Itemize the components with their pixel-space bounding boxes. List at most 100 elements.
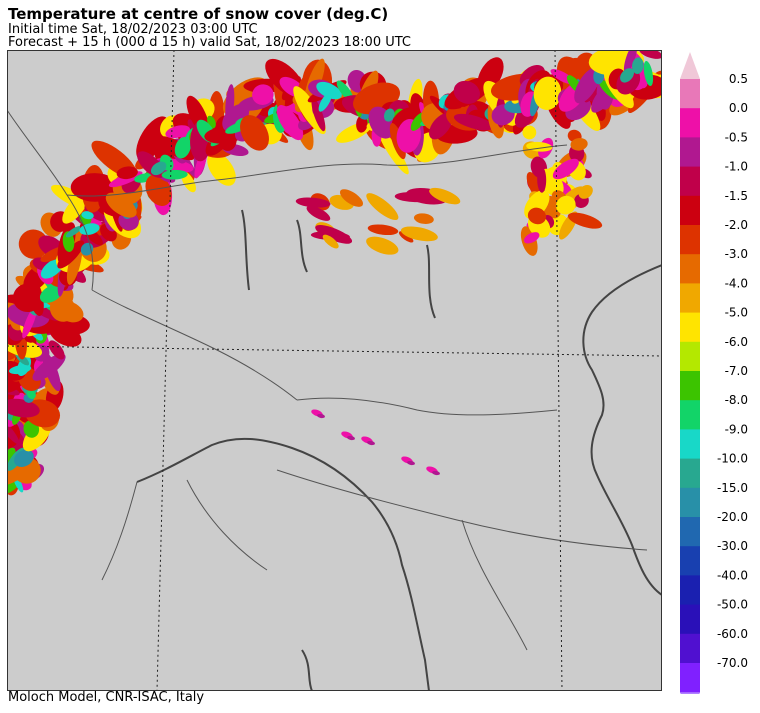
- colorbar-swatch: [680, 108, 700, 138]
- colorbar-swatch: [680, 633, 700, 664]
- colorbar-label: -60.0: [717, 627, 748, 641]
- snow-field-cell: [65, 226, 82, 238]
- snow-field-cell: [317, 413, 325, 419]
- color-scale-boxes: [680, 52, 700, 694]
- colorbar-label: -0.5: [725, 130, 748, 144]
- colorbar-label: -1.0: [725, 160, 748, 174]
- colorbar-swatch: [680, 225, 700, 255]
- colorbar-label: -40.0: [717, 568, 748, 582]
- snow-field-cell: [552, 158, 579, 180]
- meridian-line-west: [156, 50, 175, 691]
- map-title: Temperature at centre of snow cover (deg…: [8, 5, 389, 23]
- snow-field-cell: [276, 105, 304, 141]
- snow-field-cell: [26, 389, 36, 400]
- snow-field-cell: [116, 166, 138, 180]
- snow-field-cell: [643, 61, 654, 87]
- snow-field-cell: [383, 108, 395, 122]
- map-frame: [7, 50, 662, 691]
- snow-field-cell: [32, 353, 66, 381]
- colorbar-swatch: [680, 429, 700, 460]
- snow-field-cell: [322, 234, 339, 249]
- colorbar-label: -4.0: [725, 276, 748, 290]
- snow-field-cell: [150, 161, 167, 176]
- snow-field-cell: [453, 80, 481, 104]
- adriatic-coast: [582, 264, 662, 596]
- colorbar-label: -8.0: [725, 393, 748, 407]
- colorbar-swatch: [680, 575, 700, 606]
- colorbar-swatch: [680, 663, 700, 693]
- snow-field-cell: [62, 231, 75, 252]
- snow-field-cell: [318, 92, 332, 112]
- colorbar-label: 0.5: [729, 72, 748, 86]
- snow-field-cell: [48, 340, 65, 360]
- snow-field-cell: [623, 50, 638, 74]
- colorbar-label: -5.0: [725, 306, 748, 320]
- colorbar-swatch: [680, 195, 700, 226]
- snow-field-cell: [252, 84, 274, 105]
- colorbar-bottom-arrow: [680, 692, 700, 694]
- color-scale-legend: 0.5 0.0 -0.5 -1.0 -1.5 -2.0 -3.0 -4.0 -5.0 -6.0 -7…: [680, 52, 748, 694]
- model-credit: Moloch Model, CNR-ISAC, Italy: [8, 690, 205, 705]
- snow-field-cell: [570, 137, 588, 151]
- colorbar-swatch: [680, 371, 700, 401]
- colorbar-label: -7.0: [725, 364, 748, 378]
- colorbar-swatch: [680, 546, 700, 576]
- snow-field-cell: [533, 76, 562, 110]
- snow-field-cell: [620, 68, 634, 83]
- snow-field-cell: [638, 50, 662, 59]
- snow-field-cell: [366, 193, 399, 221]
- colorbar-swatch: [680, 400, 700, 430]
- snow-field-cell: [311, 98, 326, 132]
- snow-field-cell: [49, 295, 76, 322]
- snow-field-cell: [556, 195, 576, 215]
- snow-field-cell: [207, 152, 236, 186]
- snow-field-cell: [145, 174, 172, 206]
- forecast-time: Forecast + 15 h (000 d 15 h) valid Sat, …: [8, 35, 412, 50]
- snow-field-cell: [522, 125, 537, 140]
- border-lines: [7, 109, 648, 651]
- snow-field-cell: [347, 435, 355, 441]
- snow-field-cell: [7, 413, 20, 445]
- colorbar-swatch: [680, 517, 700, 547]
- snow-field-cell: [377, 128, 409, 175]
- snow-field-cell: [339, 189, 364, 207]
- colorbar-swatch: [680, 79, 700, 109]
- snow-field-cell: [632, 57, 644, 74]
- colorbar-swatch: [680, 254, 700, 284]
- snow-field-cell: [7, 383, 20, 396]
- snow-field-cell: [161, 169, 188, 180]
- colorbar-swatch: [680, 283, 700, 314]
- color-scale-labels: 0.5 0.0 -0.5 -1.0 -1.5 -2.0 -3.0 -4.0 -5.0 -6.0 -7…: [717, 72, 748, 670]
- colorbar-swatch: [680, 458, 700, 489]
- snow-field-cell: [567, 212, 603, 229]
- snow-field-cell: [165, 125, 191, 139]
- lake-maggiore: [241, 209, 250, 291]
- snow-field-cell: [400, 226, 438, 242]
- colorbar-label: -2.0: [725, 218, 748, 232]
- snow-field-cell: [453, 113, 494, 131]
- colorbar-swatch: [680, 604, 700, 635]
- snow-field-cell: [537, 166, 547, 193]
- snow-field-cell: [367, 440, 375, 446]
- snow-field-cell: [295, 197, 331, 208]
- snow-field-cell: [527, 207, 547, 225]
- colorbar-swatch: [680, 166, 700, 197]
- snow-field-cell: [105, 192, 137, 218]
- colorbar-swatch: [680, 137, 700, 168]
- snow-field-cell: [81, 211, 94, 220]
- snow-field-cell: [429, 187, 461, 205]
- snow-field-cell: [315, 224, 353, 244]
- ligurian-coast: [136, 437, 430, 691]
- snow-field-layer: [7, 50, 662, 496]
- snow-field-cell: [8, 365, 32, 375]
- border-region-1: [91, 289, 298, 401]
- border-region-5: [461, 519, 528, 651]
- lake-garda: [426, 244, 436, 319]
- parallel-line: [7, 345, 662, 357]
- initial-time: Initial time Sat, 18/02/2023 03:00 UTC: [8, 22, 258, 37]
- colorbar-label: -15.0: [717, 481, 748, 495]
- snow-field-cell: [523, 232, 540, 244]
- corsica-tip: [301, 649, 313, 691]
- snow-field-cell: [398, 231, 414, 243]
- border-region-2: [296, 397, 558, 416]
